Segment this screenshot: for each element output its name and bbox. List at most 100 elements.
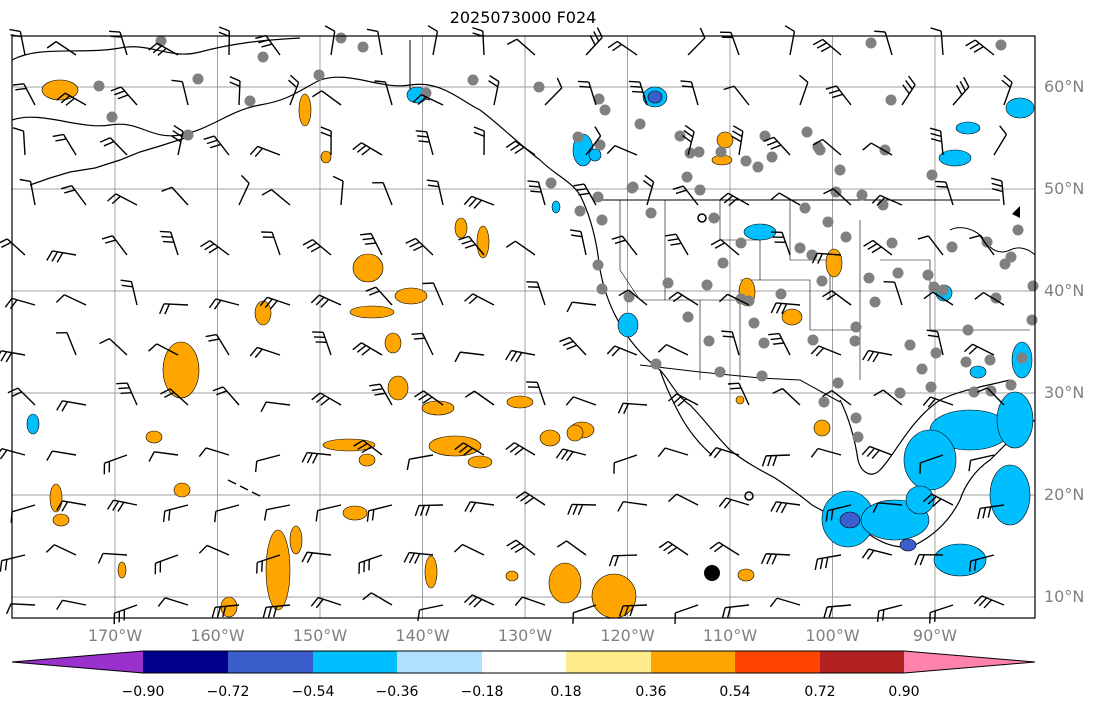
station-dot bbox=[106, 111, 118, 123]
positive-contour bbox=[737, 568, 755, 582]
wind-barb bbox=[56, 332, 77, 356]
wind-barb bbox=[811, 252, 842, 264]
colorbar-tick-label: −0.72 bbox=[206, 684, 250, 700]
wind-barb bbox=[288, 74, 300, 106]
wind-barb bbox=[814, 554, 842, 571]
longitude-label: 150°W bbox=[292, 626, 348, 645]
wind-barb bbox=[873, 389, 903, 406]
positive-contour bbox=[394, 287, 428, 305]
negative-contour-dark bbox=[839, 511, 861, 529]
wind-barb bbox=[154, 554, 179, 575]
latitude-label: 30°N bbox=[1044, 383, 1085, 402]
coastline-gulf bbox=[839, 379, 1011, 475]
wind-barb bbox=[668, 393, 699, 407]
positive-contour bbox=[117, 561, 127, 579]
wind-barb bbox=[99, 137, 128, 156]
station-dot bbox=[748, 317, 760, 329]
wind-barb bbox=[7, 387, 36, 406]
positive-contour bbox=[716, 131, 734, 149]
wind-barb bbox=[823, 188, 852, 206]
station-dot bbox=[840, 231, 852, 243]
station-dot bbox=[594, 139, 606, 151]
map-title: 2025073000 F024 bbox=[449, 8, 597, 27]
station-dot bbox=[596, 283, 608, 295]
wind-barb bbox=[607, 40, 638, 56]
wind-barb bbox=[969, 234, 995, 256]
positive-contour bbox=[825, 248, 843, 278]
longitude-label: 130°W bbox=[497, 626, 553, 645]
station-dot bbox=[984, 354, 996, 366]
open-circle-marker bbox=[697, 213, 707, 223]
wind-barb bbox=[162, 504, 189, 523]
station-dot bbox=[1012, 224, 1024, 236]
colorbar-segment bbox=[566, 651, 651, 673]
wind-barb bbox=[968, 454, 995, 472]
wind-barb bbox=[763, 136, 791, 156]
wind-barb bbox=[56, 92, 87, 106]
wind-barb bbox=[315, 504, 342, 522]
wind-barb bbox=[611, 235, 638, 256]
negative-contour bbox=[551, 200, 561, 214]
wind-barb bbox=[883, 280, 903, 306]
wind-barb bbox=[618, 604, 648, 617]
contour-fills bbox=[26, 79, 1035, 619]
station-dot bbox=[968, 386, 980, 398]
wind-barb bbox=[505, 442, 536, 456]
wind-barb bbox=[405, 237, 434, 256]
wind-barb bbox=[406, 454, 434, 471]
station-dot bbox=[869, 296, 881, 308]
wind-barb bbox=[871, 194, 903, 206]
station-dot bbox=[714, 366, 726, 378]
wind-barb bbox=[310, 596, 342, 609]
wind-barb bbox=[977, 504, 1005, 520]
wind-barb bbox=[930, 27, 944, 56]
wind-barb bbox=[718, 293, 750, 306]
wind-barb bbox=[569, 229, 587, 256]
colorbar-segment bbox=[651, 651, 735, 673]
station-dot bbox=[850, 412, 862, 424]
station-dot bbox=[693, 146, 705, 158]
wind-barb bbox=[301, 551, 332, 563]
station-dot bbox=[775, 288, 787, 300]
map-frame bbox=[11, 35, 1036, 619]
wind-barb bbox=[544, 77, 563, 106]
wind-barb bbox=[324, 25, 336, 56]
station-dot bbox=[1005, 379, 1017, 391]
wind-barb bbox=[45, 544, 77, 556]
station-dot bbox=[812, 141, 824, 153]
wind-barb bbox=[822, 290, 852, 306]
positive-contour bbox=[173, 482, 191, 498]
wind-barb bbox=[352, 142, 383, 156]
station-dot bbox=[572, 131, 584, 143]
wind-barb bbox=[721, 330, 740, 356]
wind-barb bbox=[101, 235, 128, 256]
wind-barb bbox=[412, 93, 444, 106]
wind-barb bbox=[923, 291, 954, 306]
station-dot bbox=[627, 181, 639, 193]
colorbar-segment bbox=[482, 651, 566, 673]
station-dot bbox=[735, 237, 747, 249]
wind-barb bbox=[731, 125, 744, 156]
station-dot bbox=[759, 130, 771, 142]
wind-barb bbox=[464, 293, 495, 306]
longitude-label: 120°W bbox=[600, 626, 655, 645]
colorbar-tick-label: −0.54 bbox=[291, 684, 335, 700]
positive-contour bbox=[254, 300, 272, 326]
station-dot bbox=[916, 363, 928, 375]
wind-barb bbox=[917, 235, 944, 256]
wind-barb bbox=[422, 282, 444, 306]
wind-barb bbox=[159, 230, 179, 256]
wind-barb bbox=[238, 174, 250, 206]
longitude-label: 90°W bbox=[912, 626, 958, 645]
colorbar-extend-high bbox=[904, 651, 1035, 673]
wind-barb bbox=[926, 329, 944, 356]
station-dot bbox=[816, 275, 828, 287]
colorbar-segment bbox=[820, 651, 904, 673]
wind-barb bbox=[618, 289, 648, 306]
wind-barb bbox=[56, 500, 87, 512]
station-dot bbox=[930, 347, 942, 359]
positive-contour bbox=[352, 253, 384, 283]
wind-barb bbox=[919, 454, 944, 474]
positive-contour bbox=[387, 375, 409, 401]
